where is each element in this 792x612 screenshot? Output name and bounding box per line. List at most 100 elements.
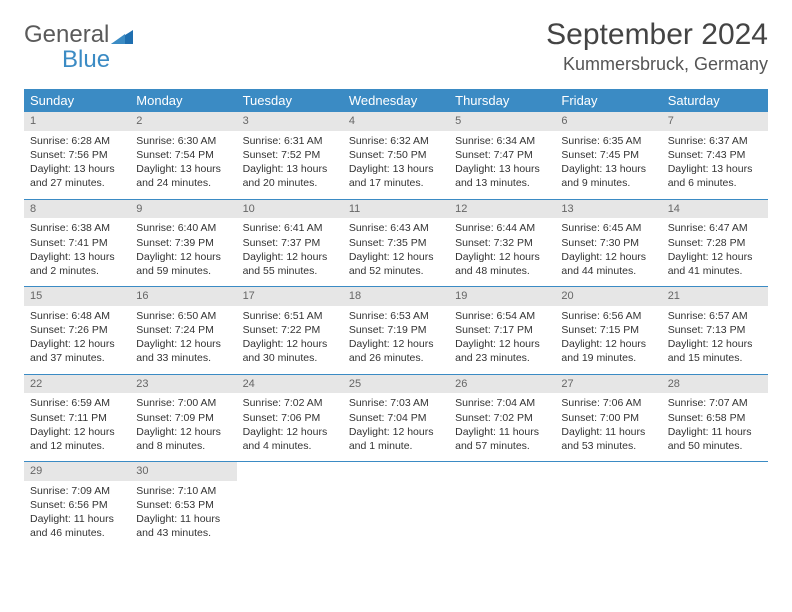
day-info: Sunrise: 6:56 AMSunset: 7:15 PMDaylight:… [561,309,655,366]
calendar-cell: 25Sunrise: 7:03 AMSunset: 7:04 PMDayligh… [343,374,449,462]
day-number: 12 [449,200,555,219]
day-info: Sunrise: 7:10 AMSunset: 6:53 PMDaylight:… [136,484,230,541]
calendar-row: 15Sunrise: 6:48 AMSunset: 7:26 PMDayligh… [24,287,768,375]
calendar-cell [449,462,555,549]
day-info: Sunrise: 6:38 AMSunset: 7:41 PMDaylight:… [30,221,124,278]
day-info: Sunrise: 6:34 AMSunset: 7:47 PMDaylight:… [455,134,549,191]
calendar-cell: 15Sunrise: 6:48 AMSunset: 7:26 PMDayligh… [24,287,130,375]
day-number: 17 [237,287,343,306]
calendar-cell: 24 Sunrise: 7:02 AMSunset: 7:06 PMDayligh… [237,374,343,462]
calendar-cell: 11 Sunrise: 6:43 AMSunset: 7:35 PMDayligh… [343,199,449,287]
day-number: 19 [449,287,555,306]
calendar-cell: 29 Sunrise: 7:09 AMSunset: 6:56 PMDayligh… [24,462,130,549]
day-info: Sunrise: 6:43 AMSunset: 7:35 PMDaylight:… [349,221,443,278]
day-number: 11 [343,200,449,219]
calendar-table: SundayMondayTuesdayWednesdayThursdayFrid… [24,89,768,549]
calendar-cell: 5 Sunrise: 6:34 AMSunset: 7:47 PMDaylight… [449,112,555,199]
day-info: Sunrise: 6:35 AMSunset: 7:45 PMDaylight:… [561,134,655,191]
day-info: Sunrise: 7:09 AMSunset: 6:56 PMDaylight:… [30,484,124,541]
calendar-cell: 7Sunrise: 6:37 AMSunset: 7:43 PMDaylight… [662,112,768,199]
day-info: Sunrise: 6:37 AMSunset: 7:43 PMDaylight:… [668,134,762,191]
calendar-cell: 1Sunrise: 6:28 AMSunset: 7:56 PMDaylight… [24,112,130,199]
calendar-cell: 8 Sunrise: 6:38 AMSunset: 7:41 PMDaylight… [24,199,130,287]
day-info: Sunrise: 6:57 AMSunset: 7:13 PMDaylight:… [668,309,762,366]
calendar-cell [237,462,343,549]
day-info: Sunrise: 6:54 AMSunset: 7:17 PMDaylight:… [455,309,549,366]
calendar-cell: 10Sunrise: 6:41 AMSunset: 7:37 PMDayligh… [237,199,343,287]
weekday-header: Wednesday [343,89,449,112]
month-title: September 2024 [546,18,768,52]
weekday-header: Sunday [24,89,130,112]
calendar-cell [343,462,449,549]
day-number: 8 [24,200,130,219]
day-number: 14 [662,200,768,219]
calendar-cell: 28 Sunrise: 7:07 AMSunset: 6:58 PMDayligh… [662,374,768,462]
calendar-cell: 4 Sunrise: 6:32 AMSunset: 7:50 PMDaylight… [343,112,449,199]
day-number: 10 [237,200,343,219]
calendar-row: 29 Sunrise: 7:09 AMSunset: 6:56 PMDayligh… [24,462,768,549]
day-number: 13 [555,200,661,219]
day-number: 20 [555,287,661,306]
calendar-cell: 23 Sunrise: 7:00 AMSunset: 7:09 PMDayligh… [130,374,236,462]
day-number: 5 [449,112,555,131]
header: General Blue September 2024 Kummersbruck… [24,18,768,75]
day-number: 18 [343,287,449,306]
logo: General Blue [24,18,133,71]
day-number: 25 [343,375,449,394]
day-number: 27 [555,375,661,394]
day-number: 6 [555,112,661,131]
day-number: 4 [343,112,449,131]
day-number: 26 [449,375,555,394]
day-number: 22 [24,375,130,394]
day-number: 16 [130,287,236,306]
day-info: Sunrise: 6:48 AMSunset: 7:26 PMDaylight:… [30,309,124,366]
day-info: Sunrise: 6:50 AMSunset: 7:24 PMDaylight:… [136,309,230,366]
day-info: Sunrise: 7:00 AMSunset: 7:09 PMDaylight:… [136,396,230,453]
calendar-cell: 9 Sunrise: 6:40 AMSunset: 7:39 PMDaylight… [130,199,236,287]
calendar-cell: 17 Sunrise: 6:51 AMSunset: 7:22 PMDayligh… [237,287,343,375]
calendar-cell: 6 Sunrise: 6:35 AMSunset: 7:45 PMDaylight… [555,112,661,199]
day-number: 24 [237,375,343,394]
weekday-header: Saturday [662,89,768,112]
calendar-cell: 18 Sunrise: 6:53 AMSunset: 7:19 PMDayligh… [343,287,449,375]
day-number: 9 [130,200,236,219]
calendar-body: 1Sunrise: 6:28 AMSunset: 7:56 PMDaylight… [24,112,768,549]
calendar-cell: 27 Sunrise: 7:06 AMSunset: 7:00 PMDayligh… [555,374,661,462]
day-info: Sunrise: 6:53 AMSunset: 7:19 PMDaylight:… [349,309,443,366]
calendar-header-row: SundayMondayTuesdayWednesdayThursdayFrid… [24,89,768,112]
day-info: Sunrise: 7:04 AMSunset: 7:02 PMDaylight:… [455,396,549,453]
calendar-row: 8 Sunrise: 6:38 AMSunset: 7:41 PMDaylight… [24,199,768,287]
calendar-cell [662,462,768,549]
calendar-cell: 3Sunrise: 6:31 AMSunset: 7:52 PMDaylight… [237,112,343,199]
day-info: Sunrise: 7:07 AMSunset: 6:58 PMDaylight:… [668,396,762,453]
logo-word-blue: Blue [24,49,133,71]
day-info: Sunrise: 6:59 AMSunset: 7:11 PMDaylight:… [30,396,124,453]
day-info: Sunrise: 6:40 AMSunset: 7:39 PMDaylight:… [136,221,230,278]
day-info: Sunrise: 6:44 AMSunset: 7:32 PMDaylight:… [455,221,549,278]
weekday-header: Thursday [449,89,555,112]
calendar-cell: 12 Sunrise: 6:44 AMSunset: 7:32 PMDayligh… [449,199,555,287]
calendar-cell: 21 Sunrise: 6:57 AMSunset: 7:13 PMDayligh… [662,287,768,375]
location: Kummersbruck, Germany [546,54,768,75]
day-number: 30 [130,462,236,481]
calendar-cell: 19 Sunrise: 6:54 AMSunset: 7:17 PMDayligh… [449,287,555,375]
day-number: 29 [24,462,130,481]
day-number: 2 [130,112,236,131]
calendar-cell: 16 Sunrise: 6:50 AMSunset: 7:24 PMDayligh… [130,287,236,375]
day-number: 23 [130,375,236,394]
day-number: 21 [662,287,768,306]
day-info: Sunrise: 6:32 AMSunset: 7:50 PMDaylight:… [349,134,443,191]
day-info: Sunrise: 6:31 AMSunset: 7:52 PMDaylight:… [243,134,337,191]
day-info: Sunrise: 6:51 AMSunset: 7:22 PMDaylight:… [243,309,337,366]
weekday-header: Friday [555,89,661,112]
title-block: September 2024 Kummersbruck, Germany [546,18,768,75]
calendar-cell: 2Sunrise: 6:30 AMSunset: 7:54 PMDaylight… [130,112,236,199]
weekday-header: Tuesday [237,89,343,112]
calendar-cell: 14Sunrise: 6:47 AMSunset: 7:28 PMDayligh… [662,199,768,287]
calendar-cell: 20 Sunrise: 6:56 AMSunset: 7:15 PMDayligh… [555,287,661,375]
calendar-row: 22 Sunrise: 6:59 AMSunset: 7:11 PMDayligh… [24,374,768,462]
day-info: Sunrise: 7:06 AMSunset: 7:00 PMDaylight:… [561,396,655,453]
day-number: 28 [662,375,768,394]
day-info: Sunrise: 7:02 AMSunset: 7:06 PMDaylight:… [243,396,337,453]
calendar-cell: 26 Sunrise: 7:04 AMSunset: 7:02 PMDayligh… [449,374,555,462]
